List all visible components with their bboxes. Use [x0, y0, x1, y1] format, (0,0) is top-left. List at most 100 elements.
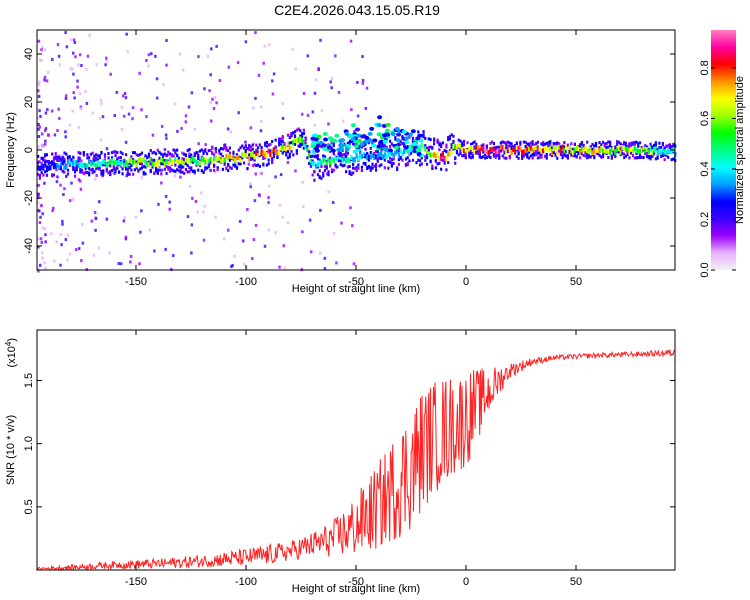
spectrogram-cell [212, 107, 216, 111]
spectrogram-cell [512, 146, 515, 152]
spectrogram-cell [272, 72, 276, 76]
spectrogram-cell [367, 165, 371, 169]
spectrogram-cell [360, 168, 364, 172]
spectrogram-cell [249, 126, 253, 130]
spectrogram-cell [156, 148, 159, 152]
spectrogram-cell [95, 173, 98, 177]
spectrogram-cell [156, 158, 159, 164]
spectrogram-cell [253, 163, 256, 167]
spectrogram-cell [395, 138, 401, 143]
spectrogram-cell [361, 78, 365, 82]
spectrogram-cell [264, 143, 267, 147]
spectrogram-cell [46, 70, 50, 74]
spectrogram-cell [184, 157, 188, 163]
spectrogram-cell [278, 150, 281, 156]
spectrogram-cell [242, 146, 246, 150]
spectrogram-cell [334, 166, 338, 170]
spectrogram-x-tick-label: 50 [570, 276, 582, 288]
spectrogram-cell [161, 158, 165, 164]
spectrogram-cell [126, 167, 129, 171]
spectrogram-cell [334, 54, 337, 58]
spectrogram-cell [406, 156, 409, 160]
spectrogram-x-tick-label: -150 [125, 276, 147, 288]
spectrogram-cell [57, 54, 61, 58]
colorbar-tick-label: 0.6 [699, 111, 711, 126]
spectrogram-cell [447, 135, 450, 139]
spectrogram-cell [457, 142, 460, 148]
spectrogram-cell [429, 145, 432, 149]
spectrogram-cell [399, 139, 402, 143]
spectrogram-cell [314, 148, 320, 153]
spectrogram-cell [58, 116, 61, 120]
spectrogram-cell [246, 147, 249, 151]
spectrogram-cell [336, 156, 339, 162]
spectrogram-cell [543, 154, 547, 158]
spectrogram-cell [433, 142, 436, 146]
spectrogram-cell [302, 146, 305, 150]
spectrogram-cell [51, 174, 54, 178]
spectrogram-cell [140, 162, 144, 166]
spectrogram-cell [229, 130, 233, 134]
spectrogram-cell [177, 159, 180, 165]
spectrogram-cell [184, 167, 188, 171]
spectrogram-cell [424, 136, 427, 140]
spectrogram-cell [124, 237, 128, 241]
spectrogram-cell [56, 162, 59, 168]
spectrogram-cell [619, 149, 622, 155]
spectrogram-cell [281, 140, 284, 144]
spectrogram-cell [248, 143, 251, 147]
spectrogram-cell [54, 152, 57, 156]
spectrogram-cell [279, 145, 283, 151]
spectrogram-cell [424, 144, 427, 148]
spectrogram-cell [154, 161, 158, 167]
spectrogram-cell [93, 170, 96, 174]
spectrogram-cell [221, 147, 224, 151]
spectrogram-cell [44, 240, 47, 244]
spectrogram-cell [404, 157, 408, 161]
spectrogram-cell [233, 254, 236, 258]
spectrogram-cell [299, 134, 302, 138]
spectrogram-cell [582, 144, 585, 148]
spectrogram-cell [125, 160, 128, 166]
spectrogram-cell [506, 149, 510, 153]
spectrogram-cell [524, 153, 527, 157]
spectrogram-cell [237, 162, 240, 166]
spectrogram-cell [357, 163, 360, 167]
spectrogram-cell [61, 160, 64, 166]
spectrogram-cell [98, 165, 101, 169]
spectrogram-cell [623, 152, 626, 156]
spectrogram-cell [102, 163, 105, 167]
spectrogram-cell [301, 180, 304, 184]
spectrogram-cell [252, 238, 256, 242]
spectrogram-cell [441, 158, 444, 162]
spectrogram-cell [411, 139, 415, 143]
spectrogram-cell [164, 194, 168, 198]
spectrogram-cell [584, 151, 587, 155]
spectrogram-cell [667, 148, 670, 154]
spectrogram-cell [533, 153, 536, 157]
spectrogram-cell [568, 144, 571, 150]
spectrogram-cell [319, 38, 322, 42]
spectrogram-cell [86, 54, 90, 58]
spectrogram-cell [93, 158, 96, 162]
spectrogram-cell [492, 153, 496, 157]
spectrogram-cell [360, 145, 364, 149]
spectrogram-cell [81, 170, 84, 174]
spectrogram-cell [644, 144, 647, 148]
spectrogram-cell [462, 143, 466, 147]
spectrogram-cell [68, 163, 71, 167]
spectrogram-cell [445, 155, 448, 161]
spectrogram-cell [139, 162, 142, 166]
spectrogram-cell [209, 119, 213, 123]
spectrogram-cell [545, 152, 548, 156]
spectrogram-cell [417, 144, 423, 149]
spectrogram-cell [109, 170, 112, 174]
spectrogram-cell [144, 159, 147, 165]
spectrogram-cell [105, 59, 109, 63]
spectrogram-cell [332, 168, 335, 172]
spectrogram-cell [202, 238, 206, 242]
spectrogram-cell [286, 221, 290, 225]
spectrogram-cell [561, 144, 564, 150]
spectrogram-cell [373, 155, 376, 161]
